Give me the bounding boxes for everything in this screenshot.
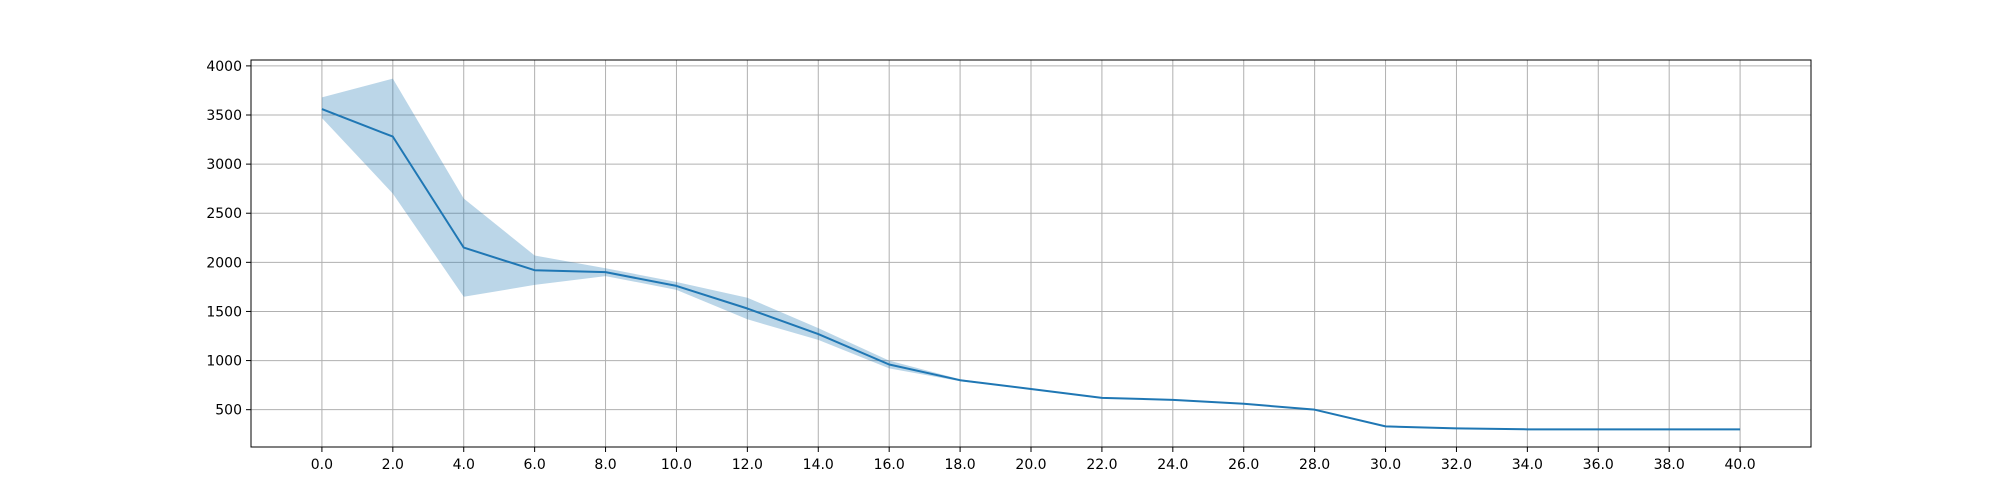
x-tick-label: 10.0 bbox=[661, 457, 692, 473]
x-tick-label: 12.0 bbox=[732, 457, 763, 473]
x-tick-label: 28.0 bbox=[1299, 457, 1330, 473]
x-tick-label: 6.0 bbox=[524, 457, 546, 473]
grid-layer bbox=[251, 60, 1811, 447]
y-tick-label: 2500 bbox=[206, 206, 242, 222]
y-tick-label: 3500 bbox=[206, 108, 242, 124]
x-tick-label: 16.0 bbox=[874, 457, 905, 473]
series-line-layer bbox=[321, 108, 1741, 431]
y-tick-label: 1000 bbox=[206, 354, 242, 370]
x-tick-label: 36.0 bbox=[1583, 457, 1614, 473]
x-tick-label: 30.0 bbox=[1370, 457, 1401, 473]
y-tick-label: 3000 bbox=[206, 157, 242, 173]
x-tick-label: 34.0 bbox=[1512, 457, 1543, 473]
x-tick-label: 38.0 bbox=[1654, 457, 1685, 473]
x-tick-label: 26.0 bbox=[1228, 457, 1259, 473]
y-tick-label: 500 bbox=[215, 403, 242, 419]
x-axis-ticks: 0.0 2.0 4.0 6.0 8.0 10.0 12.0 14.0 16.0 18.0 20.0 2… bbox=[311, 447, 1756, 473]
x-tick-label: 40.0 bbox=[1725, 457, 1756, 473]
y-axis-ticks: 500 1000 1500 2000 2500 3000 3500 4000 bbox=[206, 59, 251, 419]
x-tick-label: 18.0 bbox=[945, 457, 976, 473]
x-tick-label: 20.0 bbox=[1015, 457, 1046, 473]
x-tick-label: 4.0 bbox=[453, 457, 475, 473]
x-tick-label: 22.0 bbox=[1086, 457, 1117, 473]
x-tick-label: 14.0 bbox=[803, 457, 834, 473]
x-tick-label: 24.0 bbox=[1157, 457, 1188, 473]
series-line bbox=[321, 108, 1741, 431]
x-tick-label: 0.0 bbox=[311, 457, 333, 473]
y-tick-label: 4000 bbox=[206, 59, 242, 75]
y-tick-label: 2000 bbox=[206, 255, 242, 271]
x-tick-label: 32.0 bbox=[1441, 457, 1472, 473]
y-tick-label: 1500 bbox=[206, 304, 242, 320]
x-tick-label: 8.0 bbox=[594, 457, 616, 473]
x-tick-label: 2.0 bbox=[382, 457, 404, 473]
